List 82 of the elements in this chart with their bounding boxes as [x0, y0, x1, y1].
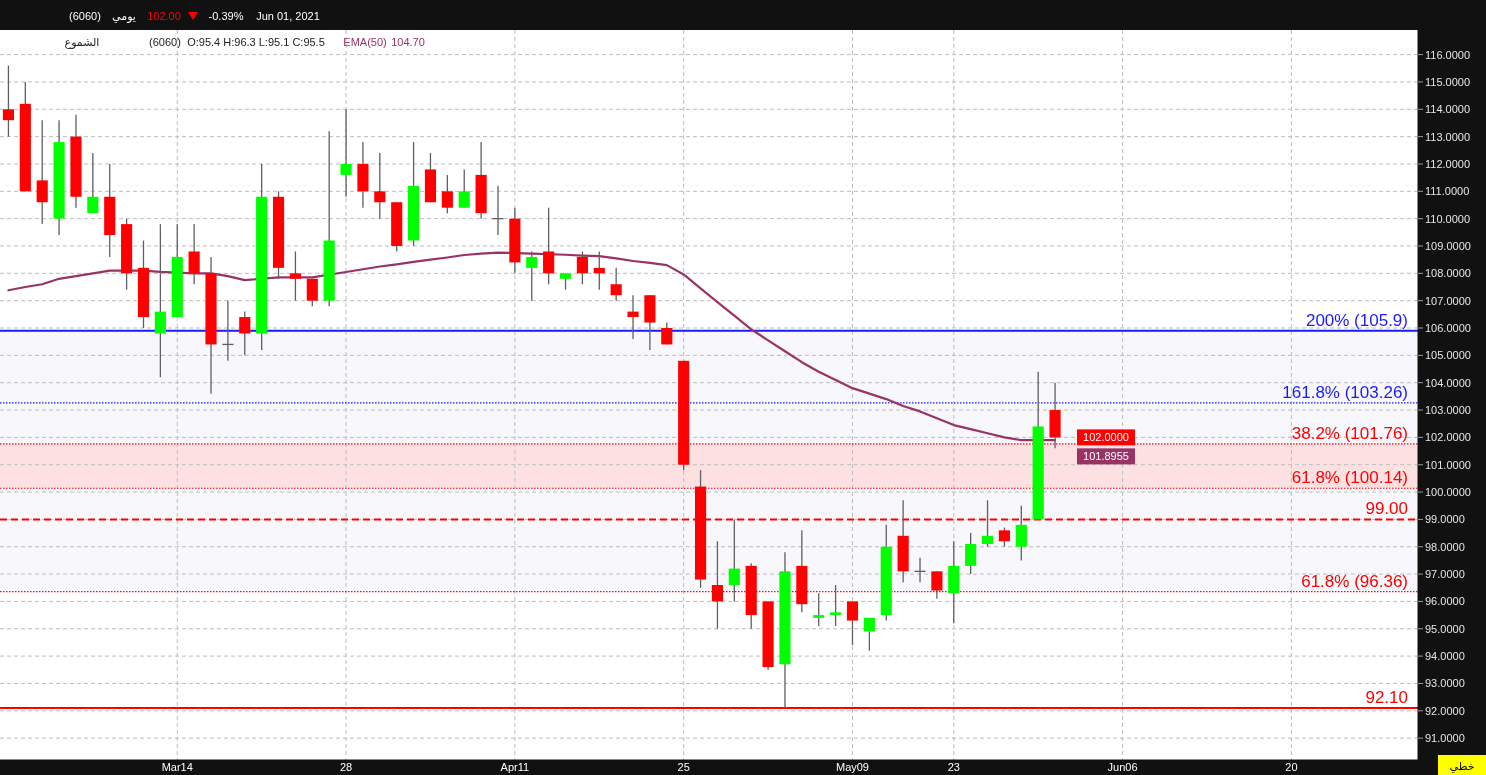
annotation: (6060): [149, 36, 181, 48]
candlestick: [576, 250, 588, 285]
x-tick-label: Jun06: [1107, 761, 1138, 773]
candlestick: [374, 152, 386, 220]
x-tick-label: May09: [835, 761, 869, 773]
y-tick-label: 114.0000: [1425, 103, 1471, 116]
candlestick: [2, 64, 15, 138]
y-tick-label: 108.0000: [1425, 267, 1471, 280]
candlestick: [1015, 505, 1027, 562]
candlestick: [306, 278, 318, 307]
candlestick: [458, 168, 470, 209]
y-tick-label: 95.0000: [1425, 622, 1465, 635]
candlestick: [610, 267, 622, 302]
y-tick-label: 103.0000: [1425, 404, 1471, 417]
y-tick-label: 94.0000: [1425, 650, 1465, 663]
y-tick-label: 97.0000: [1425, 568, 1465, 581]
ref-line-label: 99.00: [1365, 499, 1408, 519]
annotation: 102.0000: [1083, 431, 1129, 444]
annotation: الشموع: [64, 36, 100, 49]
y-tick-label: 116.0000: [1425, 48, 1471, 61]
y-tick-label: 91.0000: [1425, 732, 1465, 745]
ref-line-label: 61.8% (100.14): [1291, 468, 1408, 488]
candlestick: [965, 532, 977, 575]
y-tick-label: 104.0000: [1425, 376, 1471, 389]
candlestick: [543, 207, 555, 285]
candlestick: [863, 617, 875, 652]
candlestick: [239, 310, 251, 357]
candlestick: [813, 592, 825, 627]
candlestick: [998, 526, 1010, 548]
annotation: O:95.4 H:96.3 L:95.1 C:95.5: [187, 36, 325, 48]
y-tick-label: 96.0000: [1425, 595, 1465, 608]
y-tick-label: 93.0000: [1425, 677, 1465, 690]
y-tick-label: 98.0000: [1425, 540, 1465, 553]
candlestick: [728, 518, 740, 603]
text: -0.39%: [208, 10, 244, 22]
candlestick: [87, 152, 99, 214]
candlestick: [154, 223, 166, 378]
annotation: 101.8955: [1083, 450, 1129, 463]
x-tick-label: 28: [339, 761, 353, 773]
ref-line-label: 38.2% (101.76): [1291, 423, 1408, 443]
y-tick-label: 113.0000: [1425, 130, 1471, 143]
candlestick: [981, 499, 994, 548]
y-tick-label: 107.0000: [1425, 294, 1471, 307]
y-tick-label: 92.0000: [1425, 704, 1465, 717]
candlestick: [289, 250, 301, 302]
text: 102.00: [147, 10, 181, 22]
y-tick-label: 106.0000: [1425, 322, 1471, 335]
y-tick-label: 102.0000: [1425, 431, 1471, 444]
candlestick: [830, 584, 842, 627]
candlestick: [36, 119, 48, 225]
text: EMA(50): [343, 36, 387, 48]
y-tick-label: 109.0000: [1425, 239, 1471, 252]
ref-line-label: 161.8% (103.26): [1282, 382, 1408, 402]
y-tick-label: 100.0000: [1425, 486, 1471, 499]
ref-line-label: 200% (105.9): [1305, 310, 1408, 330]
ref-line-label: 61.8% (96.36): [1301, 571, 1408, 591]
x-tick-label: Mar14: [161, 761, 193, 773]
candlestick: [526, 250, 538, 302]
candlestick: [593, 250, 605, 291]
candlestick: [441, 174, 453, 214]
candlestick: [340, 108, 352, 198]
annotation: 104.70: [391, 36, 425, 48]
candlestick: [627, 294, 639, 340]
text: يومي: [112, 10, 136, 23]
y-tick-label: 111.0000: [1425, 185, 1470, 198]
y-tick-label: 112.0000: [1425, 157, 1471, 170]
x-tick-label: Apr11: [500, 761, 530, 773]
candlestick: [846, 600, 859, 646]
x-tick-label: 25: [677, 761, 690, 773]
y-tick-label: 105.0000: [1425, 349, 1471, 362]
y-tick-label: 115.0000: [1425, 75, 1471, 88]
candlestick: [188, 223, 200, 285]
ref-line-label: 92.10: [1365, 688, 1408, 708]
text: خطي: [1449, 760, 1475, 773]
y-tick-label: 99.0000: [1425, 513, 1465, 526]
y-tick-label: 101.0000: [1425, 458, 1471, 471]
text: Jun 01, 2021: [256, 10, 320, 22]
x-tick-label: 23: [947, 761, 960, 773]
y-tick-label: 110.0000: [1425, 212, 1471, 225]
x-tick-label: 20: [1285, 761, 1298, 773]
line-series: [7, 251, 1057, 442]
text: (6060): [69, 10, 101, 22]
